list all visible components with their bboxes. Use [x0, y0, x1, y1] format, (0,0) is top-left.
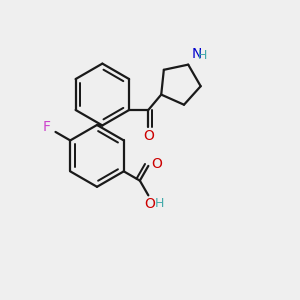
Text: O: O — [151, 158, 162, 171]
Text: O: O — [144, 196, 155, 211]
Text: H: H — [155, 197, 164, 210]
Text: N: N — [192, 47, 202, 61]
Text: O: O — [143, 129, 154, 143]
Text: H: H — [198, 49, 207, 62]
Text: F: F — [42, 119, 50, 134]
